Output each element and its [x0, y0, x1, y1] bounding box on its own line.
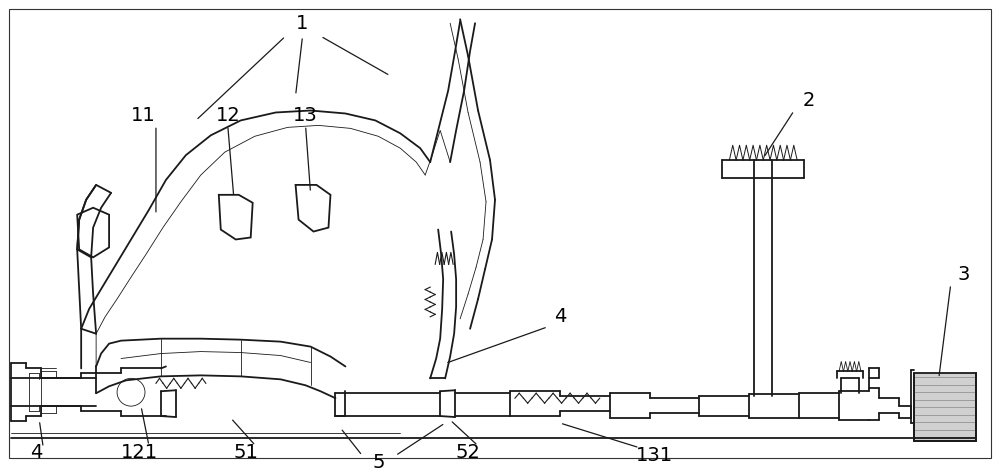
Bar [914, 373, 976, 441]
Text: 13: 13 [293, 106, 318, 125]
Text: 11: 11 [131, 106, 155, 125]
Text: 12: 12 [215, 106, 240, 125]
Text: 52: 52 [456, 443, 481, 462]
Text: 4: 4 [30, 443, 42, 462]
Text: 2: 2 [803, 91, 815, 110]
Text: 121: 121 [120, 443, 158, 462]
Text: 3: 3 [958, 265, 970, 284]
Text: 51: 51 [233, 443, 258, 462]
Text: 1: 1 [296, 14, 309, 33]
Text: 5: 5 [372, 453, 385, 472]
Text: 131: 131 [636, 446, 673, 465]
Text: 4: 4 [554, 307, 566, 327]
